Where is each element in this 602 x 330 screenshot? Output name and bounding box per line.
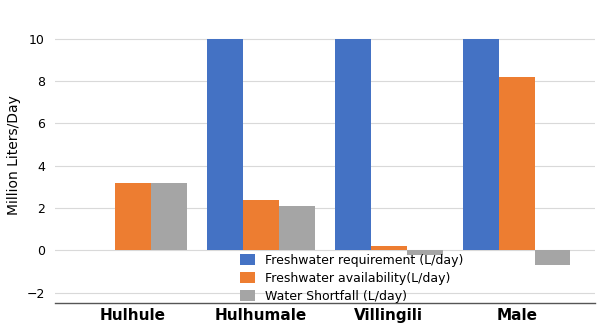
Bar <box>207 39 243 250</box>
Bar <box>535 250 571 265</box>
Bar <box>335 39 371 250</box>
Bar <box>279 206 315 250</box>
Bar <box>463 39 499 250</box>
Bar <box>151 182 187 250</box>
Bar <box>115 182 151 250</box>
Bar <box>371 247 407 250</box>
Legend: Freshwater requirement (L/day), Freshwater availability(L/day), Water Shortfall : Freshwater requirement (L/day), Freshwat… <box>240 254 464 303</box>
Bar <box>243 200 279 250</box>
Bar <box>407 250 442 254</box>
Bar <box>499 77 535 250</box>
Y-axis label: Million Liters/Day: Million Liters/Day <box>7 95 21 215</box>
